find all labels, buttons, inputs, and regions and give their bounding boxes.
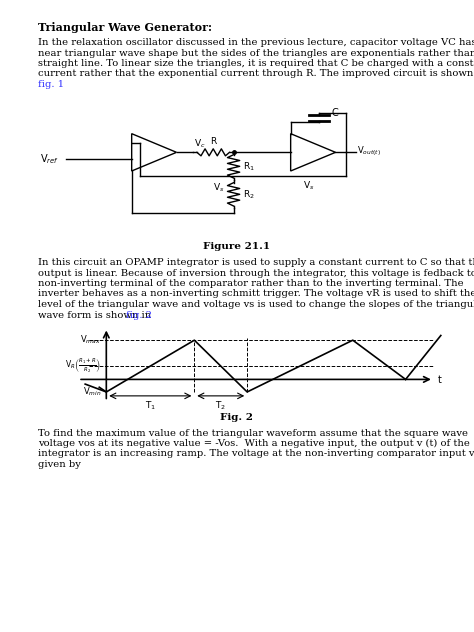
Text: V$_s$: V$_s$ — [213, 181, 225, 194]
Text: V$_c$: V$_c$ — [194, 137, 205, 150]
Text: current rather that the exponential current through R. The improved circuit is s: current rather that the exponential curr… — [38, 70, 474, 78]
Text: To find the maximum value of the triangular waveform assume that the square wave: To find the maximum value of the triangu… — [38, 428, 468, 437]
Text: C: C — [331, 107, 338, 118]
Text: non-inverting terminal of the comparator rather than to the inverting terminal. : non-inverting terminal of the comparator… — [38, 279, 464, 288]
Text: output is linear. Because of inversion through the integrator, this voltage is f: output is linear. Because of inversion t… — [38, 269, 474, 277]
Text: voltage vos at its negative value = -Vos.  With a negative input, the output v (: voltage vos at its negative value = -Vos… — [38, 439, 470, 448]
Text: R$_2$: R$_2$ — [243, 188, 255, 200]
Text: V$_{max}$: V$_{max}$ — [81, 334, 101, 346]
Text: Triangular Wave Generator:: Triangular Wave Generator: — [38, 22, 212, 33]
Text: near triangular wave shape but the sides of the triangles are exponentials rathe: near triangular wave shape but the sides… — [38, 49, 474, 58]
Text: integrator is an increasing ramp. The voltage at the non-inverting comparator in: integrator is an increasing ramp. The vo… — [38, 449, 474, 458]
Text: t: t — [438, 375, 441, 385]
Text: inverter behaves as a non-inverting schmitt trigger. The voltage vR is used to s: inverter behaves as a non-inverting schm… — [38, 289, 474, 298]
Text: given by: given by — [38, 460, 81, 469]
Text: T$_2$: T$_2$ — [215, 399, 226, 411]
Text: wave form is shown in: wave form is shown in — [38, 310, 155, 320]
Text: fig. 2: fig. 2 — [126, 310, 152, 320]
Text: In this circuit an OPAMP integrator is used to supply a constant current to C so: In this circuit an OPAMP integrator is u… — [38, 258, 474, 267]
Text: In the relaxation oscillator discussed in the previous lecture, capacitor voltag: In the relaxation oscillator discussed i… — [38, 38, 474, 47]
Text: fig. 1: fig. 1 — [38, 80, 64, 89]
Text: V$_{ref}$: V$_{ref}$ — [40, 152, 59, 166]
Text: V$_{out(t)}$: V$_{out(t)}$ — [357, 144, 381, 158]
Text: Fig. 2: Fig. 2 — [220, 413, 254, 422]
Text: V$_{min}$: V$_{min}$ — [82, 386, 101, 398]
Text: V$_{R}$$\left(\frac{R_1+R}{R_2}\right)$: V$_{R}$$\left(\frac{R_1+R}{R_2}\right)$ — [65, 357, 101, 375]
Text: R$_1$: R$_1$ — [243, 160, 255, 173]
Text: T$_1$: T$_1$ — [145, 399, 156, 411]
Text: R: R — [210, 137, 216, 146]
Text: Figure 21.1: Figure 21.1 — [203, 242, 271, 251]
Text: level of the triangular wave and voltage vs is used to change the slopes of the : level of the triangular wave and voltage… — [38, 300, 474, 309]
Text: straight line. To linear size the triangles, it is required that C be charged wi: straight line. To linear size the triang… — [38, 59, 474, 68]
Text: V$_s$: V$_s$ — [303, 179, 314, 191]
